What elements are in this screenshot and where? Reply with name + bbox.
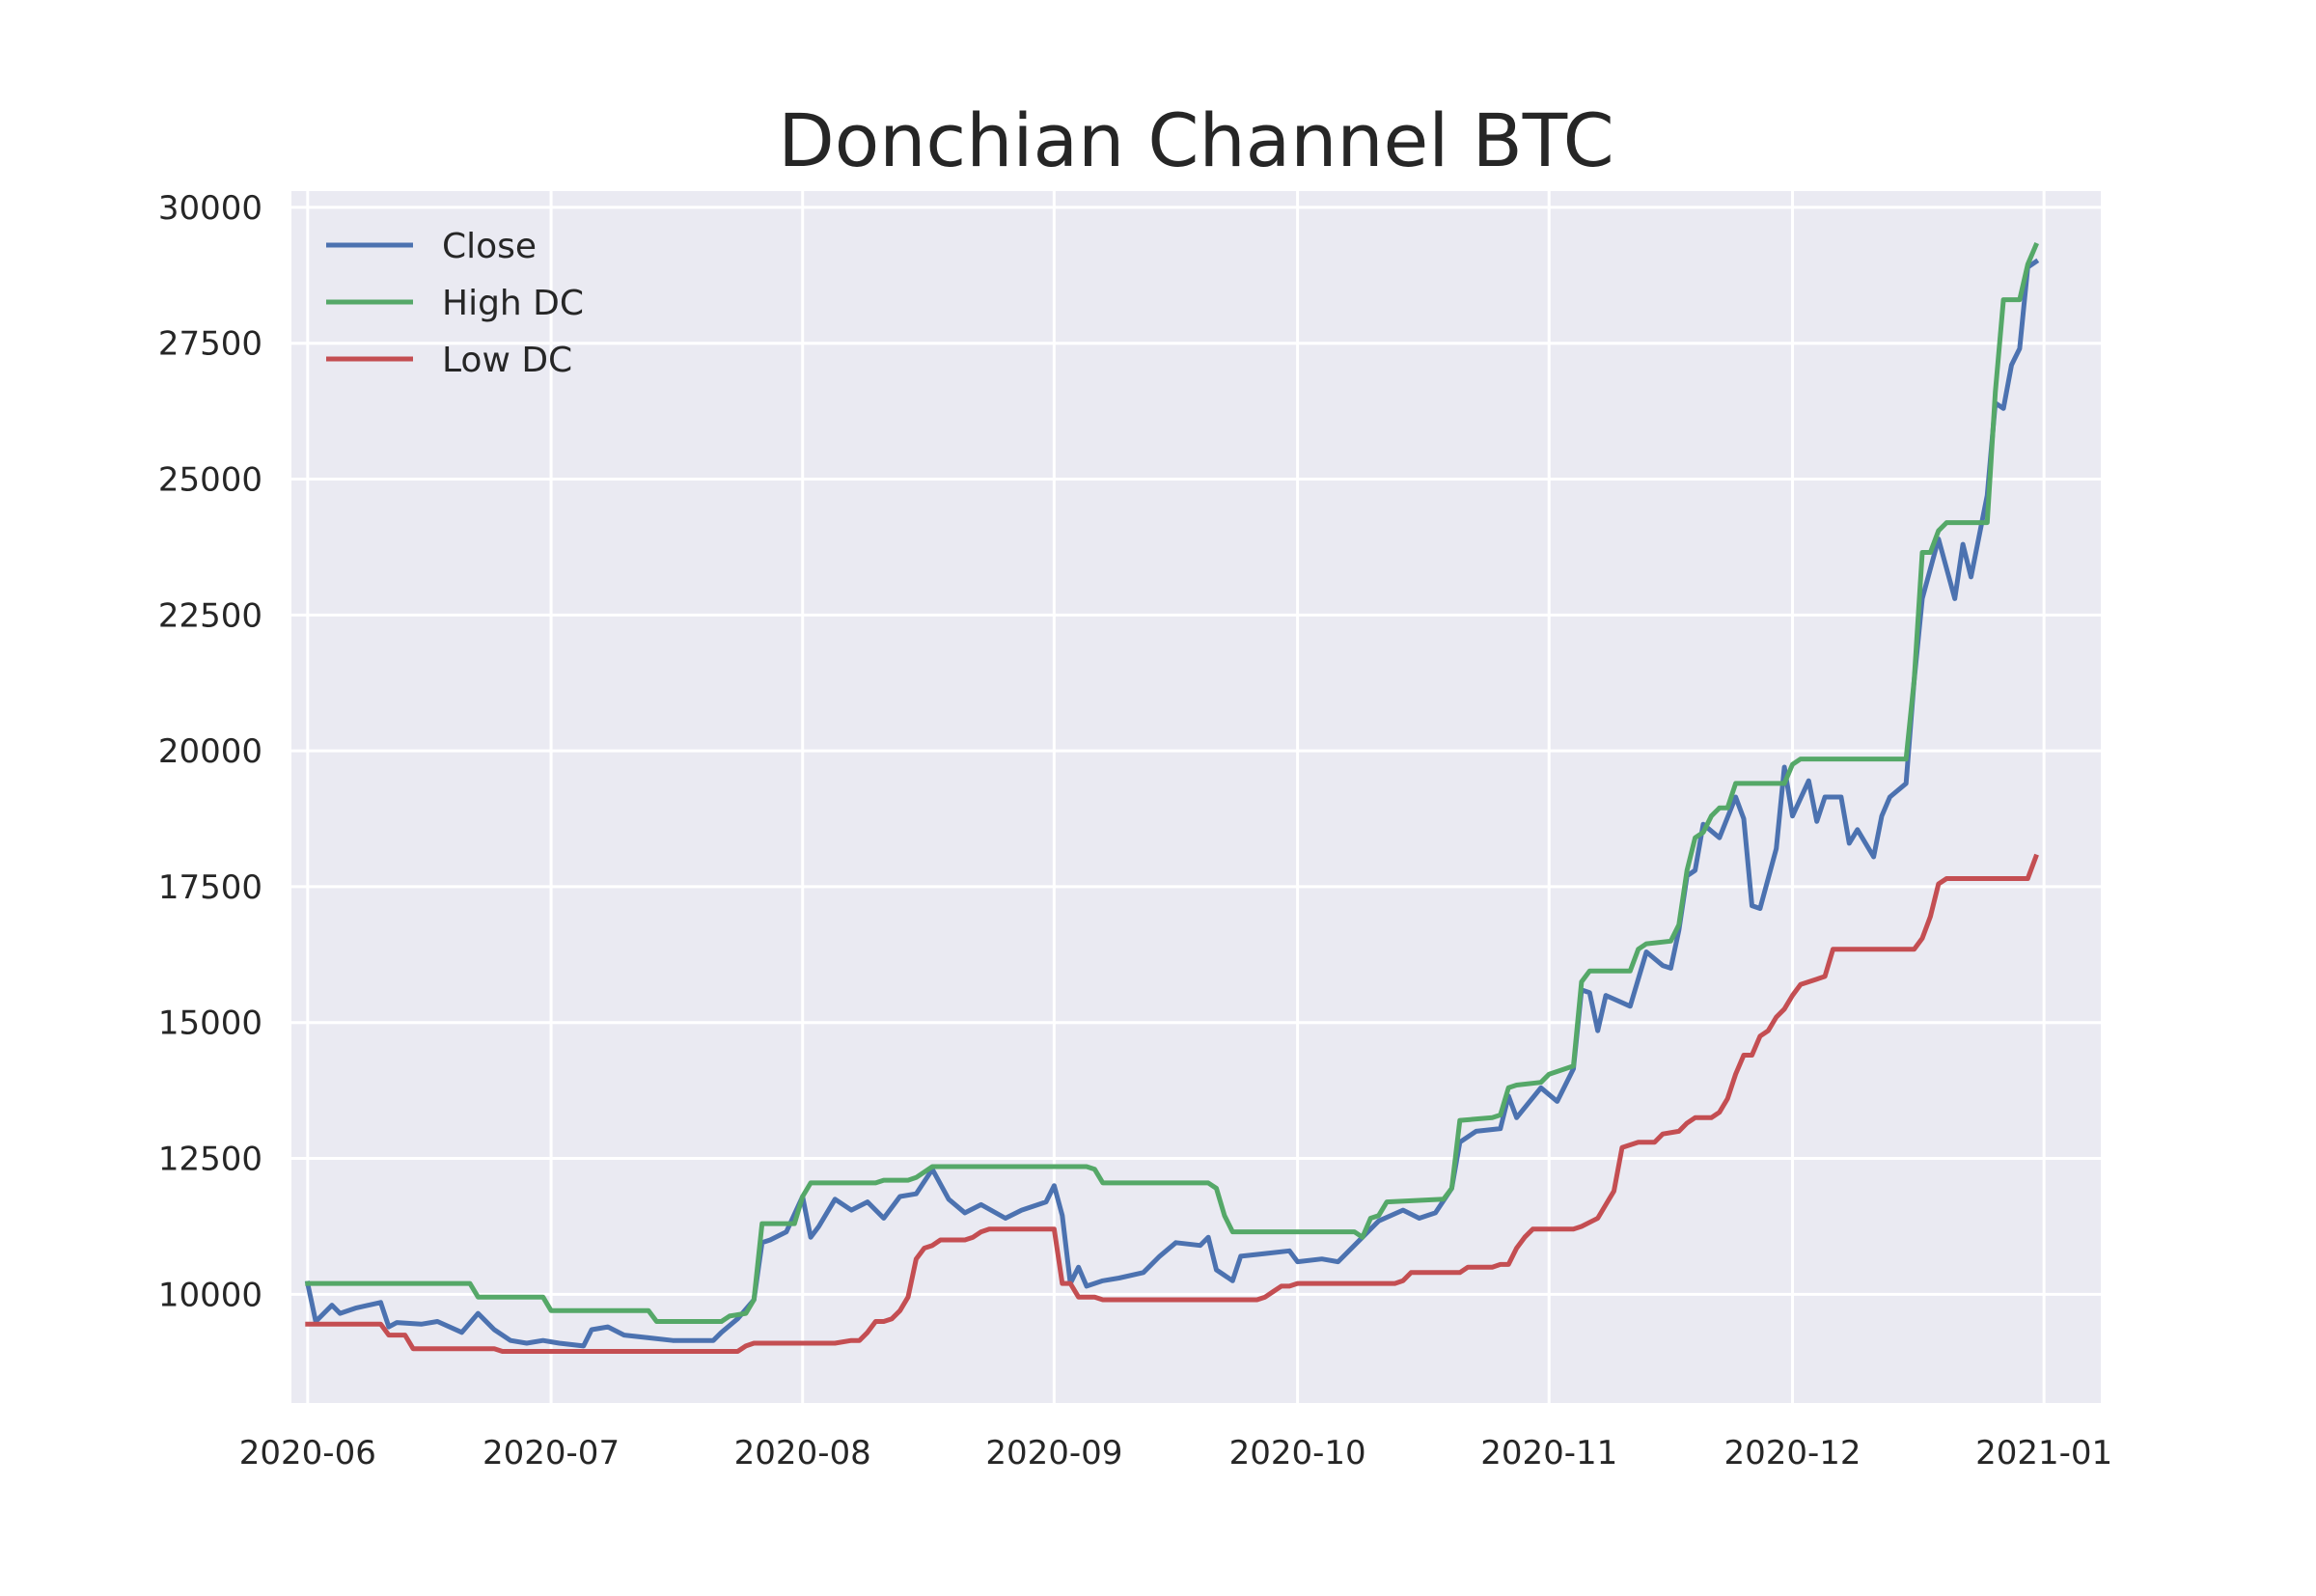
x-tick-label: 2021-01	[1975, 1434, 2112, 1472]
y-tick-label: 15000	[158, 1004, 262, 1043]
y-tick-label: 27500	[158, 325, 262, 364]
y-tick-label: 30000	[158, 189, 262, 228]
series-line-close	[304, 258, 2040, 1349]
legend-label-high-dc: High DC	[442, 284, 584, 323]
y-tick-label: 12500	[158, 1141, 262, 1179]
series-line-low-dc	[305, 853, 2039, 1354]
x-tick-label: 2020-12	[1723, 1434, 1861, 1472]
y-tick-label: 17500	[158, 868, 262, 907]
x-tick-label: 2020-06	[239, 1434, 376, 1472]
chart-title: Donchian Channel BTC	[778, 97, 1614, 183]
y-tick-label: 22500	[158, 596, 262, 635]
x-tick-label: 2020-10	[1229, 1434, 1366, 1472]
x-tick-label: 2020-08	[734, 1434, 871, 1472]
series-line-high-dc	[305, 242, 2039, 1324]
y-tick-label: 20000	[158, 732, 262, 771]
tick-labels: 2020-06 2020-07 2020-08 2020-09 2020-10 2020-…	[158, 189, 2112, 1472]
legend: Close High DC Low DC	[326, 227, 584, 380]
series-lines	[304, 242, 2040, 1354]
legend-label-close: Close	[442, 227, 537, 266]
y-tick-label: 10000	[158, 1276, 262, 1314]
x-tick-label: 2020-11	[1480, 1434, 1617, 1472]
y-tick-label: 25000	[158, 461, 262, 500]
grid	[291, 191, 2101, 1403]
x-tick-label: 2020-07	[482, 1434, 620, 1472]
legend-label-low-dc: Low DC	[442, 341, 572, 380]
x-tick-label: 2020-09	[985, 1434, 1122, 1472]
